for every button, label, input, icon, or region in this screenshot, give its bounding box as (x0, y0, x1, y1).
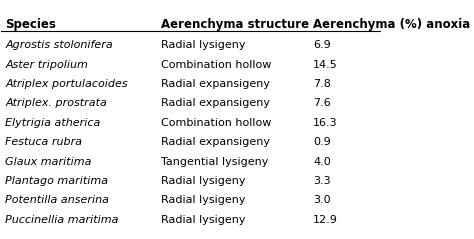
Text: Atriplex. prostrata: Atriplex. prostrata (5, 98, 107, 109)
Text: 3.3: 3.3 (313, 176, 331, 186)
Text: Combination hollow: Combination hollow (161, 60, 272, 70)
Text: 16.3: 16.3 (313, 118, 337, 128)
Text: Radial lysigeny: Radial lysigeny (161, 195, 246, 205)
Text: Species: Species (5, 18, 56, 31)
Text: 12.9: 12.9 (313, 215, 338, 225)
Text: Potentilla anserina: Potentilla anserina (5, 195, 109, 205)
Text: Agrostis stolonifera: Agrostis stolonifera (5, 40, 113, 50)
Text: Aerenchyma structure: Aerenchyma structure (161, 18, 309, 31)
Text: Combination hollow: Combination hollow (161, 118, 272, 128)
Text: Radial lysigeny: Radial lysigeny (161, 215, 246, 225)
Text: Aerenchyma (%) anoxia: Aerenchyma (%) anoxia (313, 18, 470, 31)
Text: Plantago maritima: Plantago maritima (5, 176, 109, 186)
Text: Puccinellia maritima: Puccinellia maritima (5, 215, 118, 225)
Text: 7.8: 7.8 (313, 79, 331, 89)
Text: Elytrigia atherica: Elytrigia atherica (5, 118, 100, 128)
Text: Radial expansigeny: Radial expansigeny (161, 98, 270, 109)
Text: 3.0: 3.0 (313, 195, 331, 205)
Text: Radial lysigeny: Radial lysigeny (161, 176, 246, 186)
Text: Radial lysigeny: Radial lysigeny (161, 40, 246, 50)
Text: Festuca rubra: Festuca rubra (5, 137, 82, 147)
Text: Glaux maritima: Glaux maritima (5, 157, 91, 167)
Text: 6.9: 6.9 (313, 40, 331, 50)
Text: Radial expansigeny: Radial expansigeny (161, 137, 270, 147)
Text: Radial expansigeny: Radial expansigeny (161, 79, 270, 89)
Text: Atriplex portulacoides: Atriplex portulacoides (5, 79, 128, 89)
Text: 0.9: 0.9 (313, 137, 331, 147)
Text: Tangential lysigeny: Tangential lysigeny (161, 157, 268, 167)
Text: 7.6: 7.6 (313, 98, 331, 109)
Text: 4.0: 4.0 (313, 157, 331, 167)
Text: Aster tripolium: Aster tripolium (5, 60, 88, 70)
Text: 14.5: 14.5 (313, 60, 338, 70)
